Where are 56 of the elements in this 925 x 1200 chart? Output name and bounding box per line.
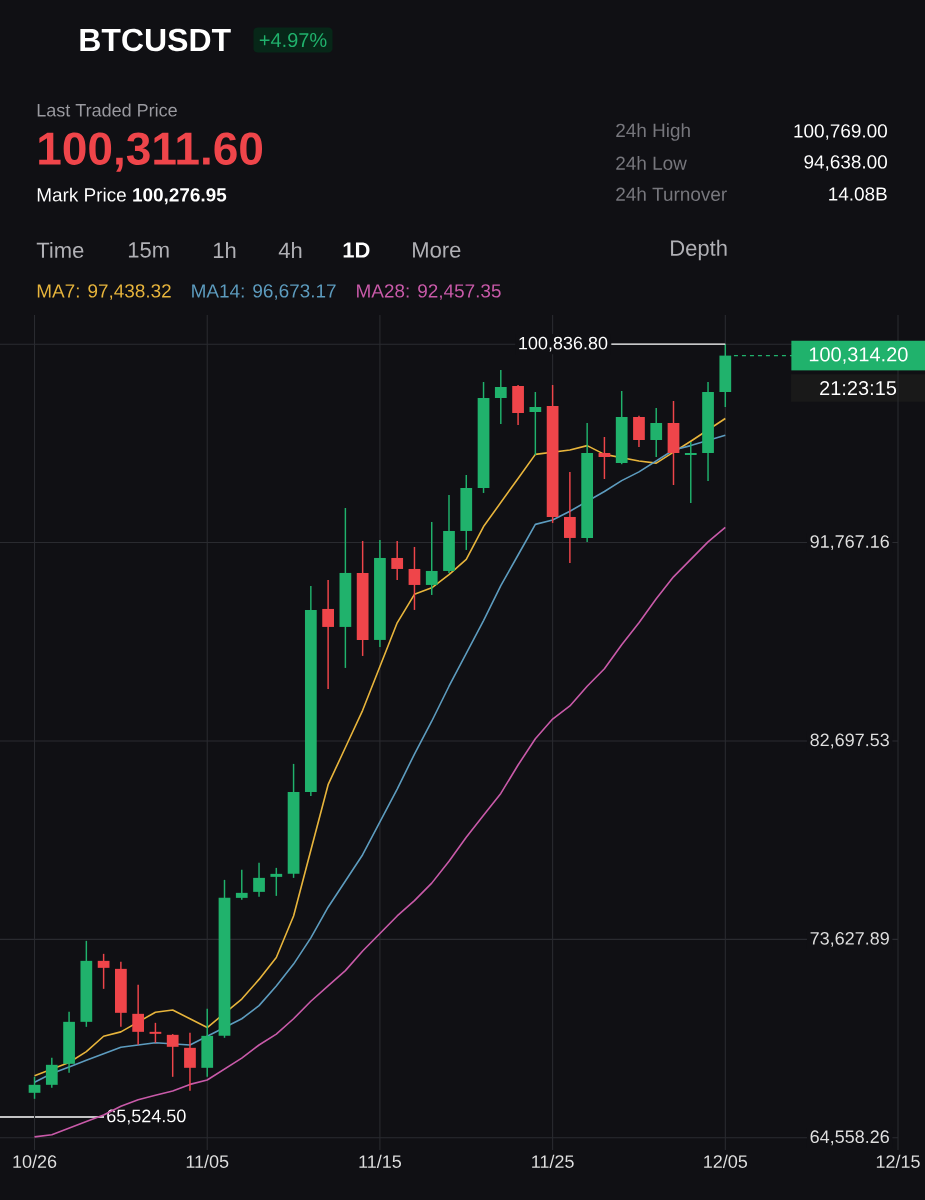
candlestick: [149, 1022, 162, 1044]
candlestick: [253, 862, 265, 898]
x-tick-label: 12/15: [876, 1154, 920, 1168]
text: Mark Price 100,276.95: [37, 187, 227, 205]
annotation: 100,836.80: [519, 336, 608, 352]
candlestick: [322, 579, 334, 690]
text: 24h Turnover: [616, 187, 727, 201]
y-tick-label: 82,697.53: [810, 733, 889, 749]
text: 100,769.00: [794, 124, 887, 140]
text: Last Traded Price: [37, 103, 177, 117]
annotation: 21:23:15: [820, 380, 897, 396]
candlestick: [166, 1033, 179, 1078]
candlestick: [564, 471, 576, 564]
text: More: [413, 242, 461, 258]
text: 15m: [128, 242, 169, 258]
chart-subtitle: +4.97%: [259, 32, 327, 48]
candlestick: [45, 1057, 58, 1089]
y-tick-label: 73,627.89: [810, 931, 889, 947]
candlestick: [529, 391, 542, 456]
text: MA14: 96,673.17: [192, 284, 336, 300]
text: 1h: [213, 242, 236, 258]
candlestick: [408, 546, 421, 611]
y-tick-label: 64,558.26: [810, 1130, 889, 1146]
text: MA28: 92,457.35: [357, 284, 501, 300]
candlestick: [28, 1076, 41, 1100]
text: 94,638.00: [804, 155, 887, 171]
candlestick: [235, 869, 248, 901]
text: 14.08B: [829, 187, 887, 201]
candlestick: [494, 369, 507, 425]
x-tick-label: 11/25: [532, 1154, 574, 1168]
text: MA7: 97,438.32: [37, 284, 171, 300]
text: Depth: [671, 239, 727, 261]
annotation: 65,524.50: [107, 1109, 186, 1125]
candlestick: [132, 984, 145, 1046]
candlestick: [425, 521, 438, 596]
x-tick-label: 10/26: [13, 1154, 57, 1168]
x-tick-label: 11/05: [186, 1154, 229, 1168]
candlestick: [184, 1032, 196, 1092]
text: 1D: [343, 242, 370, 258]
x-tick-label: 12/05: [704, 1154, 748, 1168]
text: 100,311.60: [39, 132, 263, 172]
candlestick: [650, 407, 663, 458]
text: 24h Low: [616, 156, 687, 170]
x-tick-label: 11/15: [359, 1154, 402, 1168]
chart-title: BTCUSDT: [80, 28, 231, 52]
candlestick: [270, 867, 283, 897]
text: 4h: [278, 242, 302, 258]
text: Time: [36, 241, 84, 259]
ref-line-label: 100,314.20: [809, 347, 908, 364]
candlestick: [391, 540, 404, 581]
candlestick: [598, 436, 611, 480]
candlestick: [633, 415, 645, 448]
text: 24h High: [616, 123, 690, 141]
candlestick: [97, 953, 110, 990]
y-tick-label: 91,767.16: [810, 535, 889, 551]
candlestick: [684, 441, 697, 504]
